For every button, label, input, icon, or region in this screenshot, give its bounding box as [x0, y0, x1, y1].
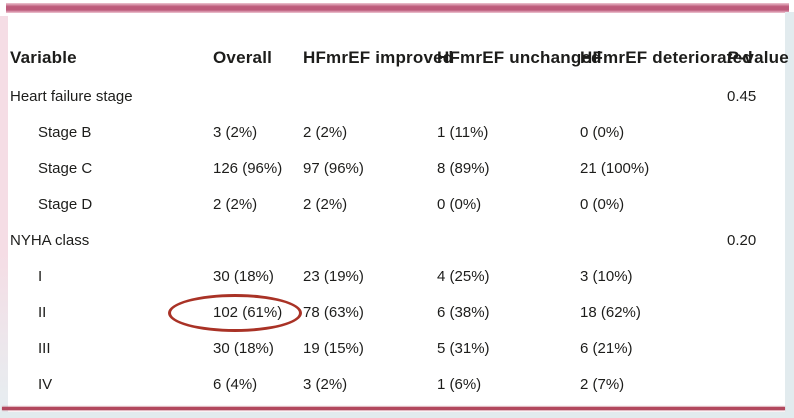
column-header-variable: Variable: [10, 47, 77, 67]
column-header-overall: Overall: [213, 47, 273, 67]
cell-overall: 102 (61%): [213, 303, 283, 321]
cell-overall: 30 (18%): [213, 267, 274, 285]
cell-improved: 19 (15%): [303, 339, 364, 357]
cell-overall: 3 (2%): [213, 123, 258, 141]
cell-variable: Heart failure stage: [10, 87, 133, 105]
page-right-edge: [785, 12, 794, 418]
table-row: IV 6 (4%) 3 (2%) 1 (6%) 2 (7%): [10, 366, 775, 402]
cell-improved: 3 (2%): [303, 375, 348, 393]
page-bottom-edge: [0, 412, 794, 418]
cell-unchanged: 1 (6%): [437, 375, 482, 393]
cell-improved: 97 (96%): [303, 159, 364, 177]
cell-variable: IV: [38, 375, 53, 393]
cell-deteriorated: 21 (100%): [580, 159, 650, 177]
cell-unchanged: 5 (31%): [437, 339, 490, 357]
cell-unchanged: 4 (25%): [437, 267, 490, 285]
column-header-pvalue: P-value: [727, 47, 789, 67]
cell-unchanged: 6 (38%): [437, 303, 490, 321]
table-row: Stage B 3 (2%) 2 (2%) 1 (11%) 0 (0%): [10, 114, 775, 150]
cell-variable: I: [38, 267, 43, 285]
data-table: Variable Overall HFmrEF improved HFmrEF …: [10, 36, 789, 402]
bottom-rose-rule: [2, 407, 785, 410]
cell-variable: II: [38, 303, 47, 321]
cell-variable: Stage B: [38, 123, 92, 141]
table-header-row: Variable Overall HFmrEF improved HFmrEF …: [10, 36, 789, 78]
cell-variable: NYHA class: [10, 231, 90, 249]
cell-improved: 2 (2%): [303, 123, 348, 141]
cell-deteriorated: 0 (0%): [580, 195, 625, 213]
cell-variable: III: [38, 339, 51, 357]
table-row: NYHA class 0.20: [10, 222, 775, 258]
table-row: Stage C 126 (96%) 97 (96%) 8 (89%) 21 (1…: [10, 150, 775, 186]
column-header-hfmref-improved: HFmrEF improved: [303, 47, 454, 67]
page-left-edge: [0, 16, 8, 413]
cell-unchanged: 1 (11%): [437, 123, 489, 141]
cell-deteriorated: 18 (62%): [580, 303, 641, 321]
cell-overall: 126 (96%): [213, 159, 283, 177]
pvalue-rest: -value: [738, 47, 789, 67]
cell-deteriorated: 3 (10%): [580, 267, 633, 285]
column-header-hfmref-unchanged: HFmrEF unchanged: [437, 47, 602, 67]
cell-deteriorated: 6 (21%): [580, 339, 633, 357]
cell-pvalue: 0.20: [727, 231, 757, 249]
cell-unchanged: 8 (89%): [437, 159, 490, 177]
pvalue-italic-p: P: [727, 47, 739, 67]
table-row: Heart failure stage 0.45: [10, 78, 775, 114]
cell-overall: 6 (4%): [213, 375, 258, 393]
cell-overall: 30 (18%): [213, 339, 274, 357]
table-row-circled: II 102 (61%) 78 (63%) 6 (38%) 18 (62%): [10, 294, 775, 330]
cell-improved: 2 (2%): [303, 195, 348, 213]
cell-improved: 78 (63%): [303, 303, 364, 321]
cell-overall: 2 (2%): [213, 195, 258, 213]
cell-unchanged: 0 (0%): [437, 195, 482, 213]
cell-pvalue: 0.45: [727, 87, 757, 105]
table-row: III 30 (18%) 19 (15%) 5 (31%) 6 (21%): [10, 330, 775, 366]
cell-variable: Stage C: [38, 159, 93, 177]
cell-variable: Stage D: [38, 195, 93, 213]
table-row: Stage D 2 (2%) 2 (2%) 0 (0%) 0 (0%): [10, 186, 775, 222]
table-row: I 30 (18%) 23 (19%) 4 (25%) 3 (10%): [10, 258, 775, 294]
top-rose-rule: [6, 3, 789, 13]
cell-deteriorated: 2 (7%): [580, 375, 625, 393]
cell-improved: 23 (19%): [303, 267, 364, 285]
column-header-hfmref-deteriorated: HFmrEF deteriorated: [580, 47, 753, 67]
cell-deteriorated: 0 (0%): [580, 123, 625, 141]
